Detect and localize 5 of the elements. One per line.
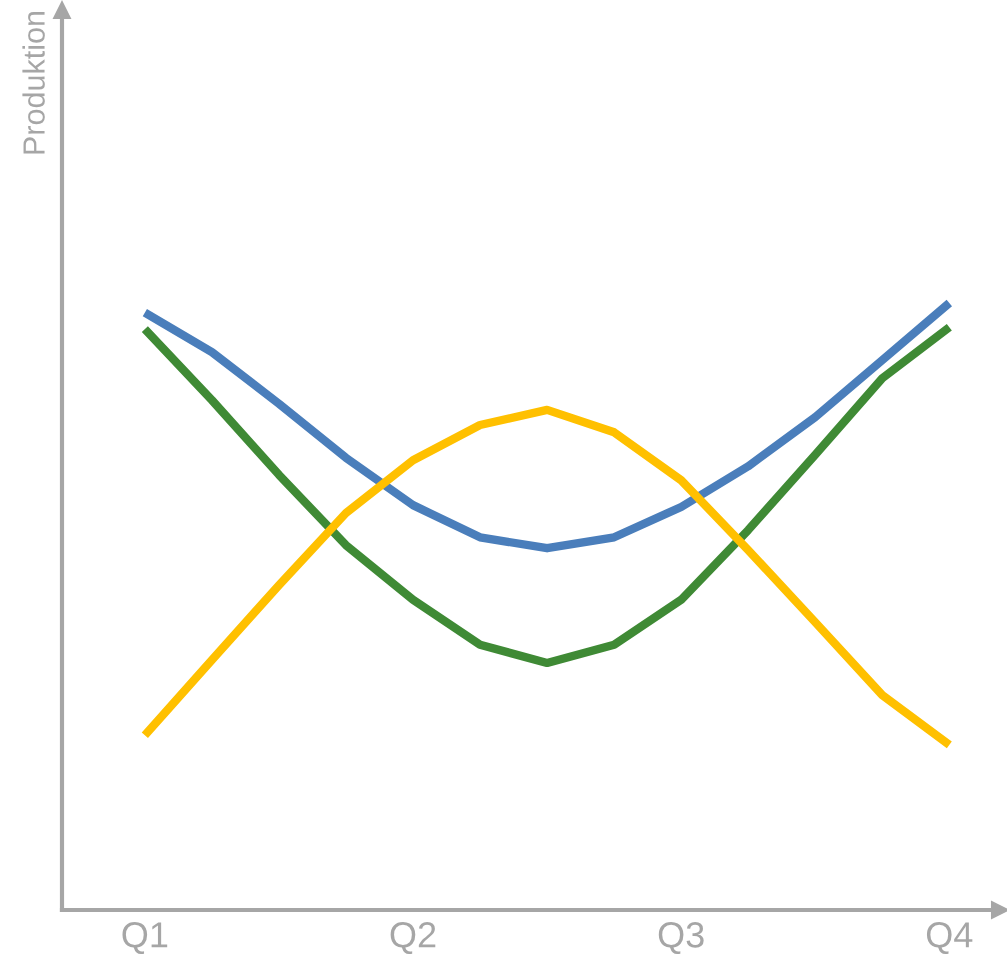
y-axis-title: Produktion: [22, 11, 45, 154]
x-tick-label: Q1: [122, 922, 168, 955]
x-tick-label: Q4: [926, 922, 973, 955]
x-tick-label: Q3: [658, 922, 704, 955]
x-tick-label: Q2: [390, 922, 436, 955]
